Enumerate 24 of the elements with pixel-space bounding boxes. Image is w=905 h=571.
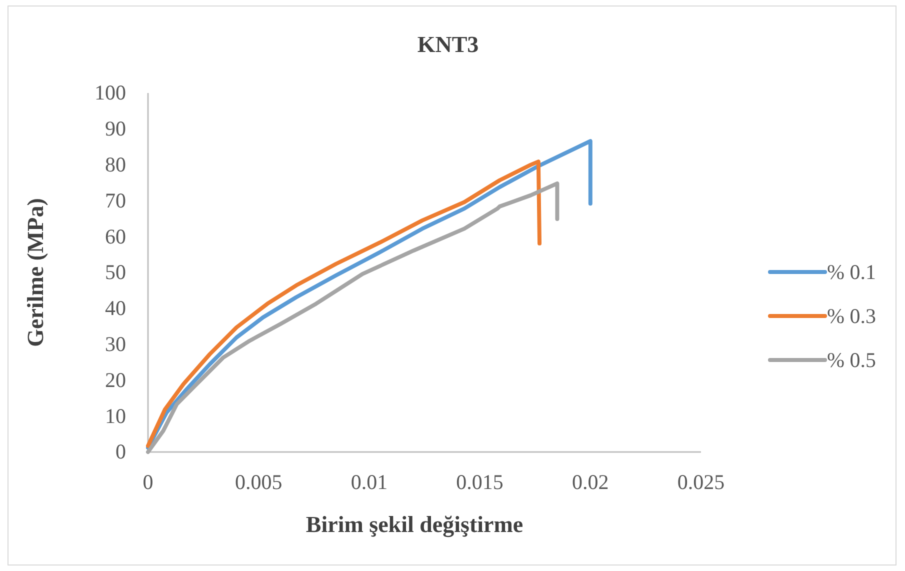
y-tick-label: 100 (94, 80, 126, 105)
y-tick-label: 60 (105, 224, 126, 248)
y-tick-label: 80 (105, 152, 126, 177)
legend-label: % 0.3 (827, 304, 876, 328)
y-tick-label: 50 (105, 260, 126, 284)
y-tick-label: 20 (105, 368, 126, 392)
legend-label: % 0.5 (827, 348, 876, 372)
x-tick-label: 0.025 (677, 470, 725, 494)
chart-title: KNT3 (417, 32, 479, 57)
x-axis-title: Birim şekil değiştirme (306, 512, 524, 538)
y-tick-label: 70 (105, 188, 126, 212)
x-tick-label: 0.02 (572, 470, 609, 494)
x-tick-label: 0 (142, 470, 154, 494)
y-tick-label: 0 (116, 440, 126, 464)
x-tick-label: 0.01 (350, 470, 388, 494)
x-tick-label: 0.005 (234, 470, 282, 494)
y-tick-label: 90 (105, 116, 126, 141)
legend-label: % 0.1 (827, 260, 876, 284)
line-series (146, 139, 592, 450)
y-tick-label: 40 (105, 296, 126, 320)
y-tick-label: 10 (105, 404, 126, 428)
x-tick-label: 0.015 (456, 470, 504, 494)
y-tick-label: 30 (105, 332, 126, 356)
y-axis-title: Gerilme (MPa) (23, 198, 48, 347)
